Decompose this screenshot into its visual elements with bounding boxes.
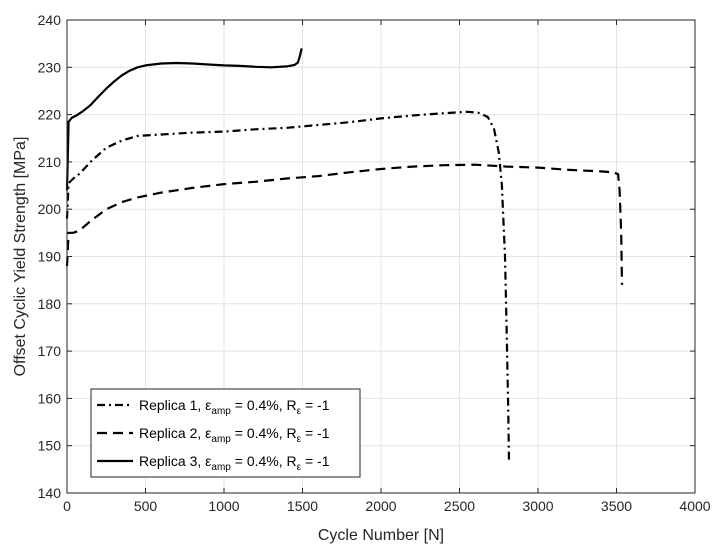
y-tick-label: 150 <box>38 438 62 454</box>
x-axis-label: Cycle Number [N] <box>318 527 444 544</box>
x-tick-label: 0 <box>63 498 71 514</box>
legend-entry-3: Replica 3, εamp = 0.4%, Rε = -1 <box>139 453 330 473</box>
y-tick-label: 170 <box>38 343 62 359</box>
legend-legend-eps-3: ε <box>205 453 211 469</box>
y-tick-label: 190 <box>38 249 62 265</box>
series-line-1 <box>65 110 511 463</box>
legend-box <box>90 388 361 478</box>
legend-legend-r-sub-2: ε <box>297 434 302 445</box>
legend-legend-eps-sub-1: amp <box>211 406 231 417</box>
legend-legend-eps-sub-2: amp <box>211 434 231 445</box>
series-layer <box>65 48 624 463</box>
x-tick-label: 2500 <box>444 498 475 514</box>
legend-legend-prefix-1: Replica 1, <box>139 397 205 413</box>
legend-legend-r-sub-3: ε <box>297 462 302 473</box>
y-tick-label: 240 <box>38 12 62 28</box>
series-line-2 <box>65 163 624 285</box>
y-tick-label: 200 <box>38 201 62 217</box>
y-tick-label: 160 <box>38 390 62 406</box>
y-tick-label: 180 <box>38 296 62 312</box>
legend-entry-2: Replica 2, εamp = 0.4%, Rε = -1 <box>139 425 330 445</box>
legend-legend-eps-1: ε <box>205 397 211 413</box>
legend-legend-mid-3: = 0.4%, R <box>231 453 297 469</box>
x-tick-label: 1000 <box>208 498 239 514</box>
x-tick-label: 1500 <box>287 498 318 514</box>
x-tick-label: 4000 <box>679 498 710 514</box>
legend-legend-mid-1: = 0.4%, R <box>231 397 297 413</box>
legend-legend-r-sub-1: ε <box>297 406 302 417</box>
x-tick-label: 2000 <box>365 498 396 514</box>
y-axis-label: Offset Cyclic Yield Strength [MPa] <box>12 137 29 377</box>
legend-legend-end-2: = -1 <box>301 425 330 441</box>
legend-legend-end-1: = -1 <box>301 397 330 413</box>
y-tick-label: 230 <box>38 59 62 75</box>
series-line-3 <box>65 48 303 191</box>
y-tick-label: 210 <box>38 154 62 170</box>
x-tick-label: 3000 <box>522 498 553 514</box>
x-tick-label: 500 <box>134 498 158 514</box>
legend-legend-prefix-3: Replica 3, <box>139 453 205 469</box>
legend-legend-eps-2: ε <box>205 425 211 441</box>
legend-legend-end-3: = -1 <box>301 453 330 469</box>
legend-legend-eps-sub-3: amp <box>211 462 231 473</box>
legend-legend-mid-2: = 0.4%, R <box>231 425 297 441</box>
y-tick-labels: 140 150 160 170 180 190 200 210 220 230 240 <box>38 12 62 501</box>
y-tick-label: 220 <box>38 107 62 123</box>
tick-marks <box>66 19 696 494</box>
legend-legend-prefix-2: Replica 2, <box>139 425 205 441</box>
y-tick-label: 140 <box>38 485 62 501</box>
x-tick-label: 3500 <box>601 498 632 514</box>
legend-entry-1: Replica 1, εamp = 0.4%, Rε = -1 <box>139 397 330 417</box>
x-tick-labels: 0 500 1000 1500 2000 2500 3000 3500 4000 <box>63 498 711 514</box>
